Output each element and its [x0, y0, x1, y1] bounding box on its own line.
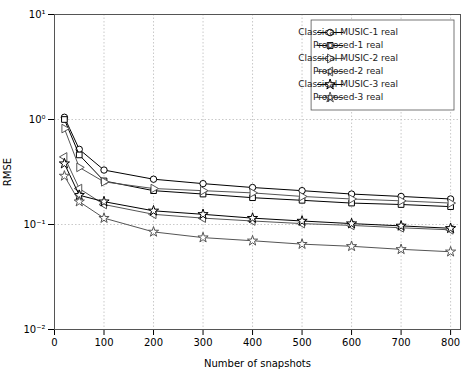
- svg-text:10⁻²: 10⁻²: [23, 324, 45, 335]
- svg-text:Proposed-3 real: Proposed-3 real: [313, 92, 383, 102]
- svg-text:0: 0: [51, 337, 57, 348]
- svg-text:100: 100: [94, 337, 113, 348]
- svg-text:Classical MUSIC-2 real: Classical MUSIC-2 real: [298, 53, 398, 63]
- svg-text:Proposed-2 real: Proposed-2 real: [313, 66, 383, 76]
- svg-text:10⁻¹: 10⁻¹: [23, 219, 45, 230]
- svg-text:400: 400: [243, 337, 262, 348]
- svg-text:Classical MUSIC-1 real: Classical MUSIC-1 real: [298, 27, 398, 37]
- svg-text:RMSE: RMSE: [2, 158, 13, 186]
- svg-text:200: 200: [144, 337, 163, 348]
- svg-text:10¹: 10¹: [29, 9, 46, 20]
- svg-text:Classical MUSIC-3 real: Classical MUSIC-3 real: [298, 79, 398, 89]
- svg-text:Proposed-1 real: Proposed-1 real: [313, 40, 383, 50]
- svg-text:10⁰: 10⁰: [29, 114, 46, 125]
- svg-text:300: 300: [193, 337, 212, 348]
- svg-text:500: 500: [293, 337, 312, 348]
- svg-text:Number of snapshots: Number of snapshots: [204, 358, 311, 369]
- svg-text:600: 600: [342, 337, 361, 348]
- svg-text:800: 800: [441, 337, 460, 348]
- svg-text:700: 700: [392, 337, 411, 348]
